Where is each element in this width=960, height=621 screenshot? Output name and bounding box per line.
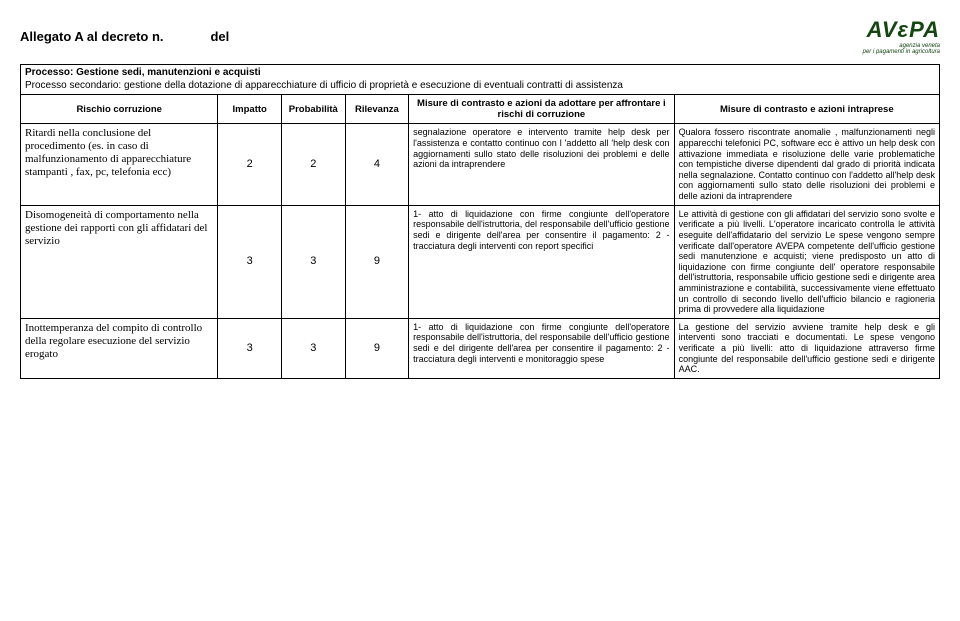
process-line1: Processo: Gestione sedi, manutenzioni e … (25, 67, 935, 80)
title-left: Allegato A al decreto n. (20, 29, 164, 44)
table-row: Disomogeneità di comportamento nella ges… (21, 205, 940, 318)
logo-main: AVεPA (867, 17, 940, 43)
table-row: Inottemperanza del compito di controllo … (21, 318, 940, 378)
doc-title: Allegato A al decreto n. del (20, 29, 229, 44)
logo-sub2: per i pagamenti in agricoltura (863, 49, 940, 55)
cell-ril: 4 (345, 124, 409, 205)
cell-mis2: Le attività di gestione con gli affidata… (674, 205, 939, 318)
risk-table: Rischio corruzione Impatto Probabilità R… (20, 94, 940, 379)
col-misure-intraprese: Misure di contrasto e azioni intraprese (674, 95, 939, 124)
cell-mis1: segnalazione operatore e intervento tram… (409, 124, 674, 205)
cell-risk: Disomogeneità di comportamento nella ges… (21, 205, 218, 318)
cell-mis2: La gestione del servizio avviene tramite… (674, 318, 939, 378)
page-header: Allegato A al decreto n. del AVεPA agenz… (20, 14, 940, 58)
process-line2: Processo secondario: gestione della dota… (25, 80, 935, 93)
cell-risk: Ritardi nella conclusione del procedimen… (21, 124, 218, 205)
logo: AVεPA agenzia veneta per i pagamenti in … (830, 14, 940, 58)
cell-ril: 9 (345, 205, 409, 318)
col-misure-adottare: Misure di contrasto e azioni da adottare… (409, 95, 674, 124)
cell-mis1: 1- atto di liquidazione con firme congiu… (409, 318, 674, 378)
cell-impatto: 2 (218, 124, 282, 205)
cell-prob: 3 (281, 205, 345, 318)
cell-risk: Inottemperanza del compito di controllo … (21, 318, 218, 378)
title-right: del (210, 29, 229, 44)
cell-prob: 3 (281, 318, 345, 378)
col-impatto: Impatto (218, 95, 282, 124)
table-row: Ritardi nella conclusione del procedimen… (21, 124, 940, 205)
table-header-row: Rischio corruzione Impatto Probabilità R… (21, 95, 940, 124)
cell-impatto: 3 (218, 318, 282, 378)
col-rischio: Rischio corruzione (21, 95, 218, 124)
process-box: Processo: Gestione sedi, manutenzioni e … (20, 64, 940, 94)
cell-prob: 2 (281, 124, 345, 205)
col-probabilita: Probabilità (281, 95, 345, 124)
cell-mis2: Qualora fossero riscontrate anomalie , m… (674, 124, 939, 205)
cell-mis1: 1- atto di liquidazione con firme congiu… (409, 205, 674, 318)
col-rilevanza: Rilevanza (345, 95, 409, 124)
cell-ril: 9 (345, 318, 409, 378)
cell-impatto: 3 (218, 205, 282, 318)
